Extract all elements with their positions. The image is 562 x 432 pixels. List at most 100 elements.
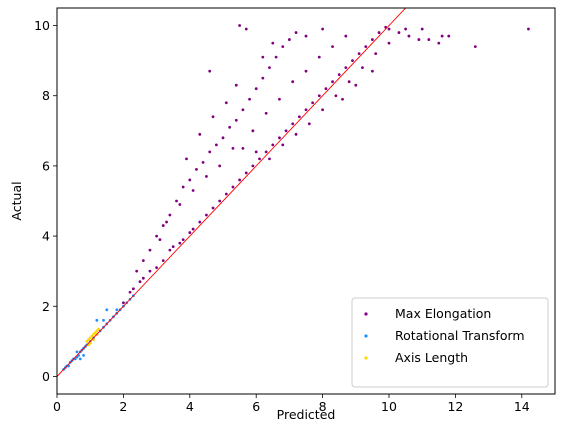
data-point bbox=[178, 241, 182, 245]
data-point bbox=[138, 280, 142, 284]
series-axis-length bbox=[85, 327, 100, 347]
data-point bbox=[447, 34, 451, 38]
data-point bbox=[214, 143, 218, 147]
data-point bbox=[317, 94, 321, 98]
data-point bbox=[244, 171, 248, 175]
data-point bbox=[344, 34, 348, 38]
data-point bbox=[397, 31, 401, 34]
data-point bbox=[195, 168, 198, 171]
data-point bbox=[278, 136, 281, 140]
data-point bbox=[135, 269, 139, 273]
data-point bbox=[284, 129, 288, 133]
data-point bbox=[85, 339, 89, 343]
data-point bbox=[527, 27, 530, 31]
data-point bbox=[261, 76, 265, 80]
data-point bbox=[175, 199, 178, 203]
data-point bbox=[288, 38, 291, 41]
legend: Max Elongation Rotational Transform Axis L… bbox=[351, 297, 549, 388]
data-point bbox=[115, 308, 119, 312]
y-axis-label: Actual bbox=[9, 181, 24, 220]
data-point bbox=[417, 38, 421, 41]
data-point bbox=[254, 87, 258, 91]
data-point bbox=[97, 327, 100, 331]
x-tick-label: 14 bbox=[514, 399, 530, 414]
data-point bbox=[307, 122, 311, 126]
data-point bbox=[374, 52, 378, 56]
data-point bbox=[211, 115, 215, 119]
data-point bbox=[268, 66, 271, 70]
x-tick-label: 0 bbox=[53, 399, 61, 414]
data-point bbox=[354, 83, 358, 87]
data-point bbox=[364, 45, 368, 48]
data-point bbox=[357, 52, 361, 56]
data-point bbox=[155, 266, 159, 270]
data-point bbox=[208, 150, 212, 154]
data-point bbox=[105, 308, 109, 312]
data-point bbox=[224, 192, 228, 196]
data-point bbox=[198, 132, 202, 136]
data-point bbox=[281, 143, 285, 147]
data-point bbox=[268, 157, 271, 161]
data-point bbox=[304, 34, 308, 38]
data-point bbox=[387, 27, 391, 31]
data-point bbox=[131, 287, 135, 291]
data-point bbox=[178, 203, 182, 206]
data-point bbox=[297, 115, 301, 119]
data-point bbox=[231, 185, 235, 189]
data-point bbox=[185, 157, 188, 161]
data-point bbox=[334, 94, 338, 98]
legend-entry: Max Elongation bbox=[395, 306, 491, 321]
data-point bbox=[161, 259, 165, 263]
data-point bbox=[321, 27, 324, 31]
data-point bbox=[95, 329, 99, 333]
data-point bbox=[234, 83, 238, 87]
data-point bbox=[238, 24, 242, 27]
data-point bbox=[218, 199, 222, 203]
data-point bbox=[344, 66, 348, 70]
data-point bbox=[198, 220, 202, 224]
data-point bbox=[248, 97, 251, 101]
data-point bbox=[155, 234, 159, 238]
data-point bbox=[251, 164, 255, 168]
legend-box bbox=[351, 297, 549, 388]
data-point bbox=[294, 132, 298, 136]
data-point bbox=[271, 41, 275, 45]
data-point bbox=[191, 189, 195, 192]
data-point bbox=[264, 150, 268, 154]
data-point bbox=[181, 185, 185, 189]
data-point bbox=[281, 45, 285, 48]
x-tick-label: 2 bbox=[119, 399, 127, 414]
data-point bbox=[211, 206, 215, 210]
y-tick-label: 10 bbox=[34, 18, 50, 33]
data-point bbox=[128, 290, 132, 294]
data-point bbox=[82, 354, 85, 357]
data-point bbox=[291, 80, 295, 84]
data-point bbox=[221, 136, 225, 140]
data-point bbox=[254, 150, 258, 154]
x-tick-label: 12 bbox=[447, 399, 463, 414]
data-point bbox=[141, 259, 145, 263]
data-point bbox=[168, 248, 172, 252]
data-point bbox=[224, 101, 228, 105]
data-point bbox=[241, 146, 245, 150]
data-point bbox=[371, 38, 374, 41]
data-point bbox=[347, 80, 351, 84]
reference-line bbox=[57, 8, 407, 378]
data-point bbox=[261, 55, 265, 59]
data-point bbox=[148, 248, 152, 252]
data-point bbox=[251, 129, 255, 133]
data-point bbox=[427, 38, 431, 41]
data-point bbox=[228, 125, 232, 129]
data-point bbox=[168, 213, 172, 217]
data-point bbox=[191, 227, 195, 231]
data-point bbox=[165, 220, 168, 224]
data-point bbox=[324, 87, 328, 91]
data-point bbox=[87, 338, 90, 342]
data-point bbox=[361, 66, 364, 70]
x-tick-label: 4 bbox=[186, 399, 194, 414]
data-point bbox=[122, 301, 125, 305]
legend-entry: Rotational Transform bbox=[395, 328, 525, 343]
data-point bbox=[141, 276, 145, 280]
data-point bbox=[92, 332, 95, 336]
